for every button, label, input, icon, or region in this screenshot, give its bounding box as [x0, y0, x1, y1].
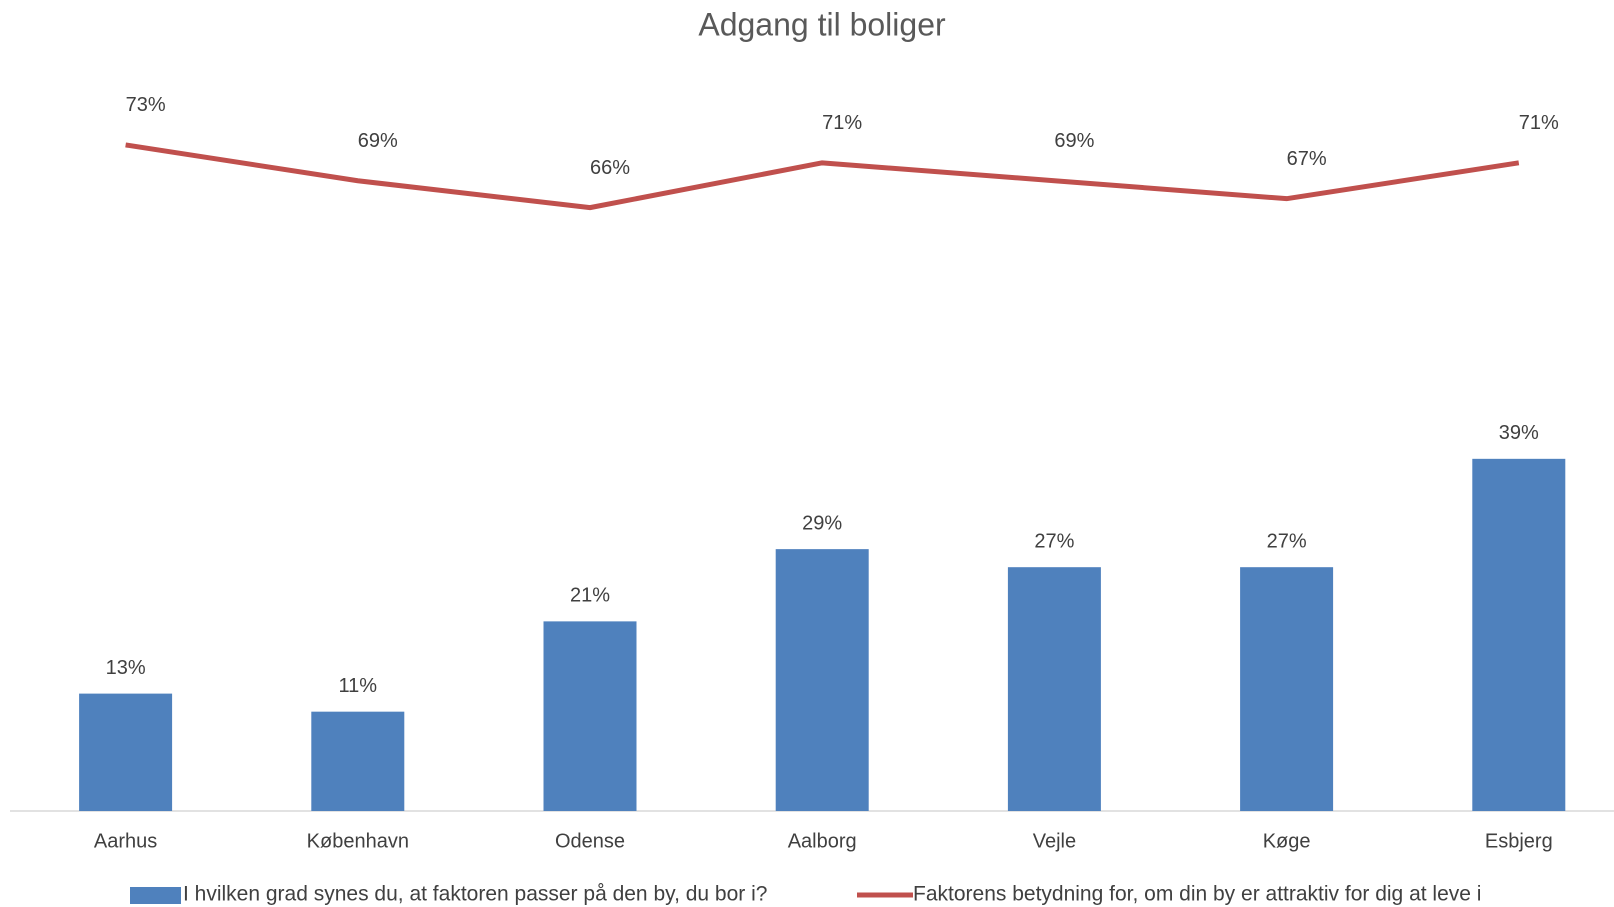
x-tick-label: Køge	[1263, 830, 1311, 852]
bar	[1007, 567, 1101, 811]
x-tick-label: Vejle	[1033, 830, 1076, 852]
bar	[79, 693, 173, 811]
data-label: 11%	[339, 675, 378, 697]
data-label: 69%	[1054, 130, 1094, 152]
legend-label: Faktorens betydning for, om din by er at…	[913, 883, 1481, 906]
data-label: 13%	[106, 657, 146, 679]
bar	[311, 711, 405, 811]
chart-title: Adgang til boliger	[698, 6, 946, 42]
data-label: 27%	[1267, 530, 1307, 552]
data-label: 27%	[1034, 530, 1074, 552]
data-label: 21%	[570, 585, 610, 607]
line	[125, 142, 1520, 211]
bar	[775, 549, 869, 811]
x-tick-label: Odense	[555, 830, 625, 852]
x-tick-label: Aarhus	[94, 830, 157, 852]
legend-label: I hvilken grad synes du, at faktoren pas…	[183, 883, 767, 906]
data-label: 39%	[1499, 422, 1539, 444]
data-label: 67%	[1287, 148, 1327, 170]
data-label: 71%	[1519, 112, 1559, 134]
legend-swatch	[130, 887, 181, 904]
bar	[1240, 567, 1334, 811]
bar	[1472, 458, 1566, 811]
x-tick-label: Aalborg	[788, 830, 857, 852]
data-label: 69%	[358, 130, 398, 152]
data-label: 29%	[802, 512, 842, 534]
x-tick-label: Esbjerg	[1485, 830, 1553, 852]
data-label: 66%	[590, 157, 630, 179]
x-tick-label: København	[307, 830, 409, 852]
data-label: 71%	[822, 112, 862, 134]
data-label: 73%	[126, 94, 166, 116]
bar	[543, 621, 637, 811]
